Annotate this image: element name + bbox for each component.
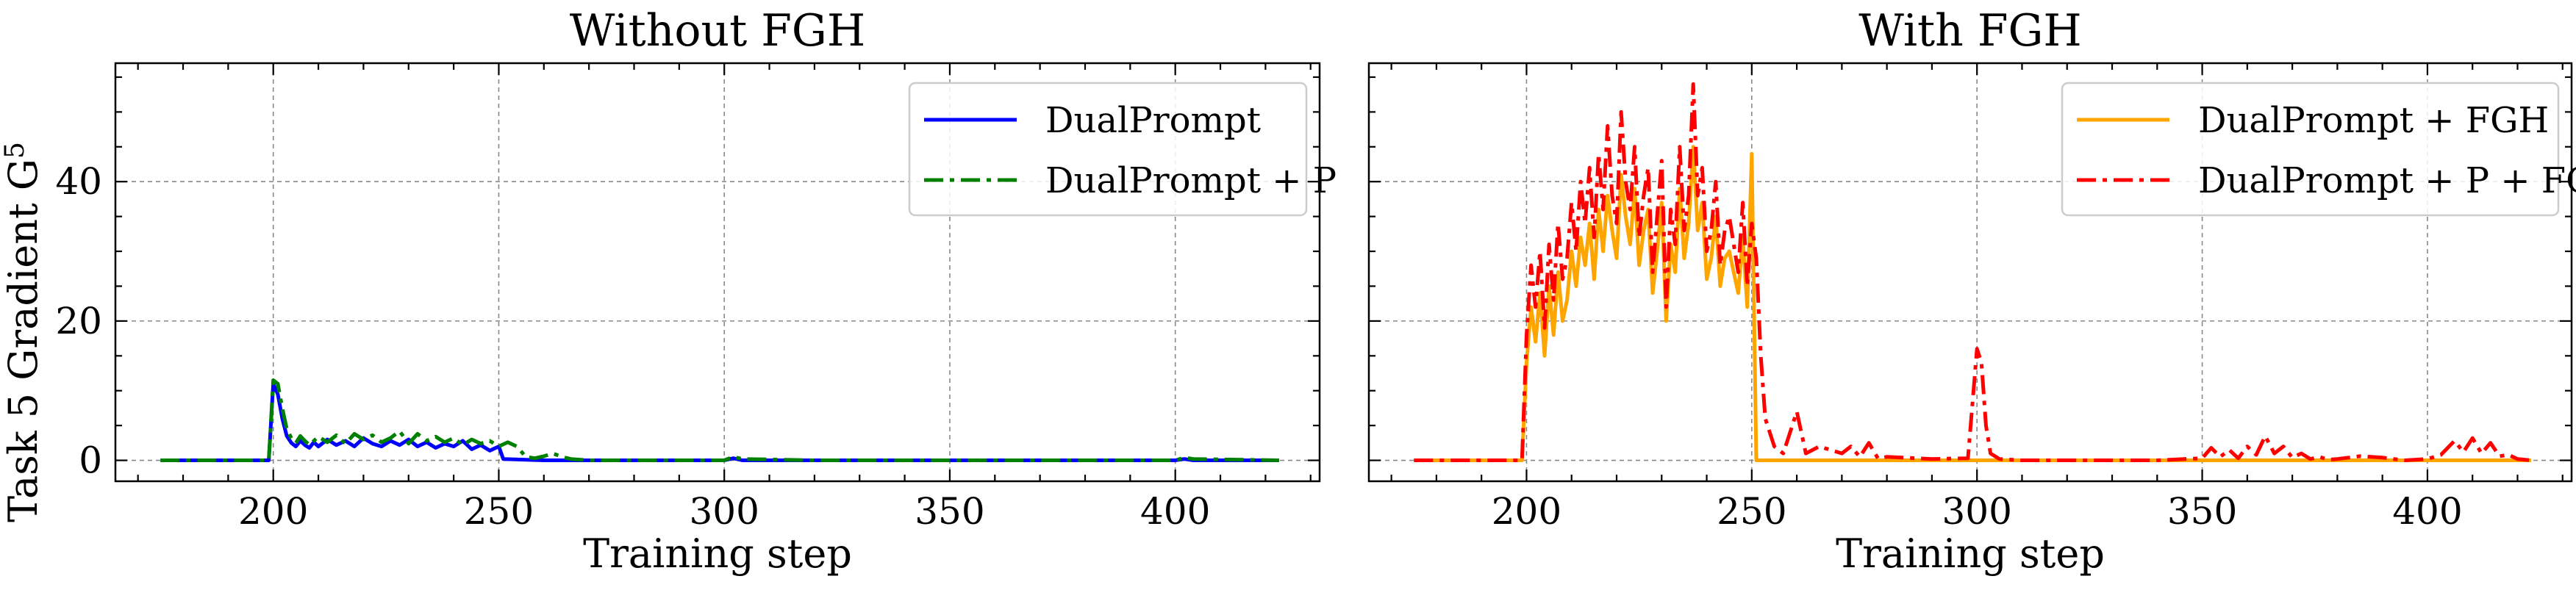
series-line [1414,82,2532,462]
legend-box [908,82,1308,217]
chart-panel-without-fgh: Without FGH 200 250 300 350 400 0 20 40 Trainin… [0,5,1337,577]
y-axis-label: Task 5 Gradient G5 [0,142,46,522]
series-line [160,378,1279,462]
x-tick-label: 400 [1140,490,1210,533]
legend-label: DualPrompt + FGH [2198,100,2549,141]
x-tick-label: 400 [2392,490,2462,533]
x-axis-label: Training step [583,530,852,577]
y-tick-label: 0 [79,439,102,482]
legend: DualPrompt + FGH DualPrompt + P + FGH [2061,82,2576,217]
x-tick-label: 350 [2167,490,2237,533]
y-tick-label: 40 [55,160,102,203]
series-line [1414,145,2531,462]
x-tick-label: 200 [238,490,308,533]
legend: DualPrompt DualPrompt + P [908,82,1337,217]
chart-title: With FGH [1858,5,2082,57]
x-tick-label: 250 [1717,490,1786,533]
chart-panel-with-fgh: With FGH 200 250 300 350 400 Training step D… [1367,5,2576,577]
legend-label: DualPrompt [1045,100,1261,141]
plot-frame [114,62,1321,483]
legend-label: DualPrompt + P [1045,160,1337,201]
plot-frame [1367,62,2573,483]
chart-title: Without FGH [570,5,865,57]
legend-box [2061,82,2560,217]
x-tick-label: 300 [1942,490,2011,533]
y-tick-label: 20 [55,300,102,342]
x-tick-label: 250 [464,490,534,533]
x-tick-label: 300 [689,490,759,533]
x-tick-label: 350 [915,490,984,533]
x-tick-label: 200 [1492,490,1561,533]
legend-label: DualPrompt + P + FGH [2198,160,2576,201]
x-axis-label: Training step [1836,530,2105,577]
